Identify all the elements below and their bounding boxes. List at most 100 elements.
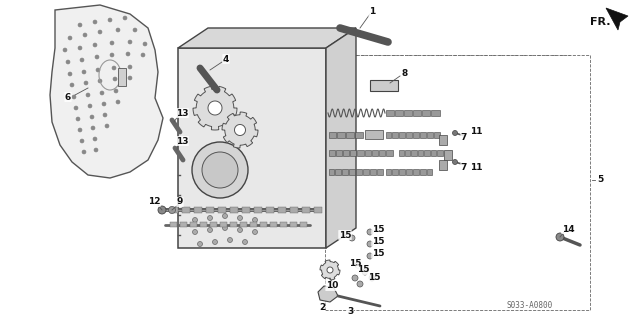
Text: 11: 11 <box>470 164 483 173</box>
Circle shape <box>237 227 243 233</box>
Bar <box>385 110 394 116</box>
Circle shape <box>207 216 212 220</box>
Bar <box>392 169 398 175</box>
Bar <box>118 68 126 86</box>
Circle shape <box>110 53 114 57</box>
Circle shape <box>243 240 248 244</box>
Bar <box>250 222 257 227</box>
Circle shape <box>72 95 76 99</box>
Polygon shape <box>606 8 628 30</box>
Text: 7: 7 <box>461 164 467 173</box>
Bar <box>404 110 412 116</box>
Circle shape <box>86 93 90 97</box>
Text: 15: 15 <box>339 231 351 240</box>
Bar <box>290 207 298 213</box>
Polygon shape <box>234 124 246 136</box>
Bar <box>387 150 392 156</box>
Bar <box>406 169 412 175</box>
Text: 15: 15 <box>349 258 361 268</box>
Bar <box>266 207 274 213</box>
Text: 4: 4 <box>223 55 229 63</box>
Circle shape <box>102 102 106 106</box>
Circle shape <box>100 91 104 95</box>
Polygon shape <box>327 267 333 273</box>
Bar <box>406 132 412 138</box>
Bar <box>431 110 440 116</box>
Bar <box>350 150 356 156</box>
Circle shape <box>207 227 212 233</box>
Text: 11: 11 <box>470 128 483 137</box>
Bar <box>254 207 262 213</box>
Circle shape <box>128 65 132 69</box>
Polygon shape <box>178 28 356 48</box>
Text: 7: 7 <box>461 133 467 143</box>
Circle shape <box>108 18 112 22</box>
Bar <box>439 160 447 170</box>
Circle shape <box>193 218 198 222</box>
Text: 3: 3 <box>347 308 353 316</box>
Circle shape <box>198 241 202 247</box>
Bar <box>376 169 383 175</box>
Bar <box>300 222 307 227</box>
Bar <box>240 222 247 227</box>
Bar <box>431 150 436 156</box>
Circle shape <box>369 275 375 281</box>
Text: 10: 10 <box>326 281 338 291</box>
Bar <box>395 110 403 116</box>
Bar <box>210 222 217 227</box>
Bar <box>365 150 371 156</box>
Circle shape <box>223 226 227 231</box>
Circle shape <box>126 52 130 56</box>
Text: 15: 15 <box>372 226 384 234</box>
Circle shape <box>227 238 232 242</box>
Circle shape <box>357 281 363 287</box>
Bar <box>302 207 310 213</box>
Bar <box>346 132 354 138</box>
Circle shape <box>76 117 80 121</box>
Circle shape <box>70 83 74 87</box>
Polygon shape <box>326 28 356 248</box>
Bar <box>422 110 430 116</box>
Circle shape <box>362 269 368 275</box>
Bar <box>194 207 202 213</box>
Circle shape <box>367 241 373 247</box>
Text: 13: 13 <box>176 108 188 117</box>
Circle shape <box>78 46 82 50</box>
Polygon shape <box>208 101 222 115</box>
Bar <box>356 169 362 175</box>
Text: 2: 2 <box>319 303 325 313</box>
Bar <box>220 222 227 227</box>
Circle shape <box>93 43 97 47</box>
Text: 15: 15 <box>372 238 384 247</box>
Bar <box>355 132 362 138</box>
Circle shape <box>116 28 120 32</box>
Bar <box>314 207 322 213</box>
Bar <box>206 207 214 213</box>
Bar <box>357 150 364 156</box>
Circle shape <box>133 28 137 32</box>
Bar <box>363 169 369 175</box>
Text: 9: 9 <box>177 197 183 206</box>
Circle shape <box>367 229 373 235</box>
Bar <box>385 169 391 175</box>
Circle shape <box>253 218 257 222</box>
Bar <box>405 150 410 156</box>
Bar <box>427 169 433 175</box>
Text: 6: 6 <box>65 93 71 101</box>
Bar <box>372 150 378 156</box>
Bar <box>200 222 207 227</box>
Bar <box>230 222 237 227</box>
Bar <box>420 169 426 175</box>
Text: FR.: FR. <box>590 17 611 27</box>
Bar <box>170 222 177 227</box>
Circle shape <box>93 137 97 141</box>
Circle shape <box>68 72 72 76</box>
Bar <box>444 150 452 160</box>
Bar <box>178 48 326 248</box>
Circle shape <box>223 213 227 219</box>
Circle shape <box>93 20 97 24</box>
Circle shape <box>78 23 82 27</box>
Polygon shape <box>318 286 338 302</box>
Bar <box>218 207 226 213</box>
Bar <box>278 207 286 213</box>
